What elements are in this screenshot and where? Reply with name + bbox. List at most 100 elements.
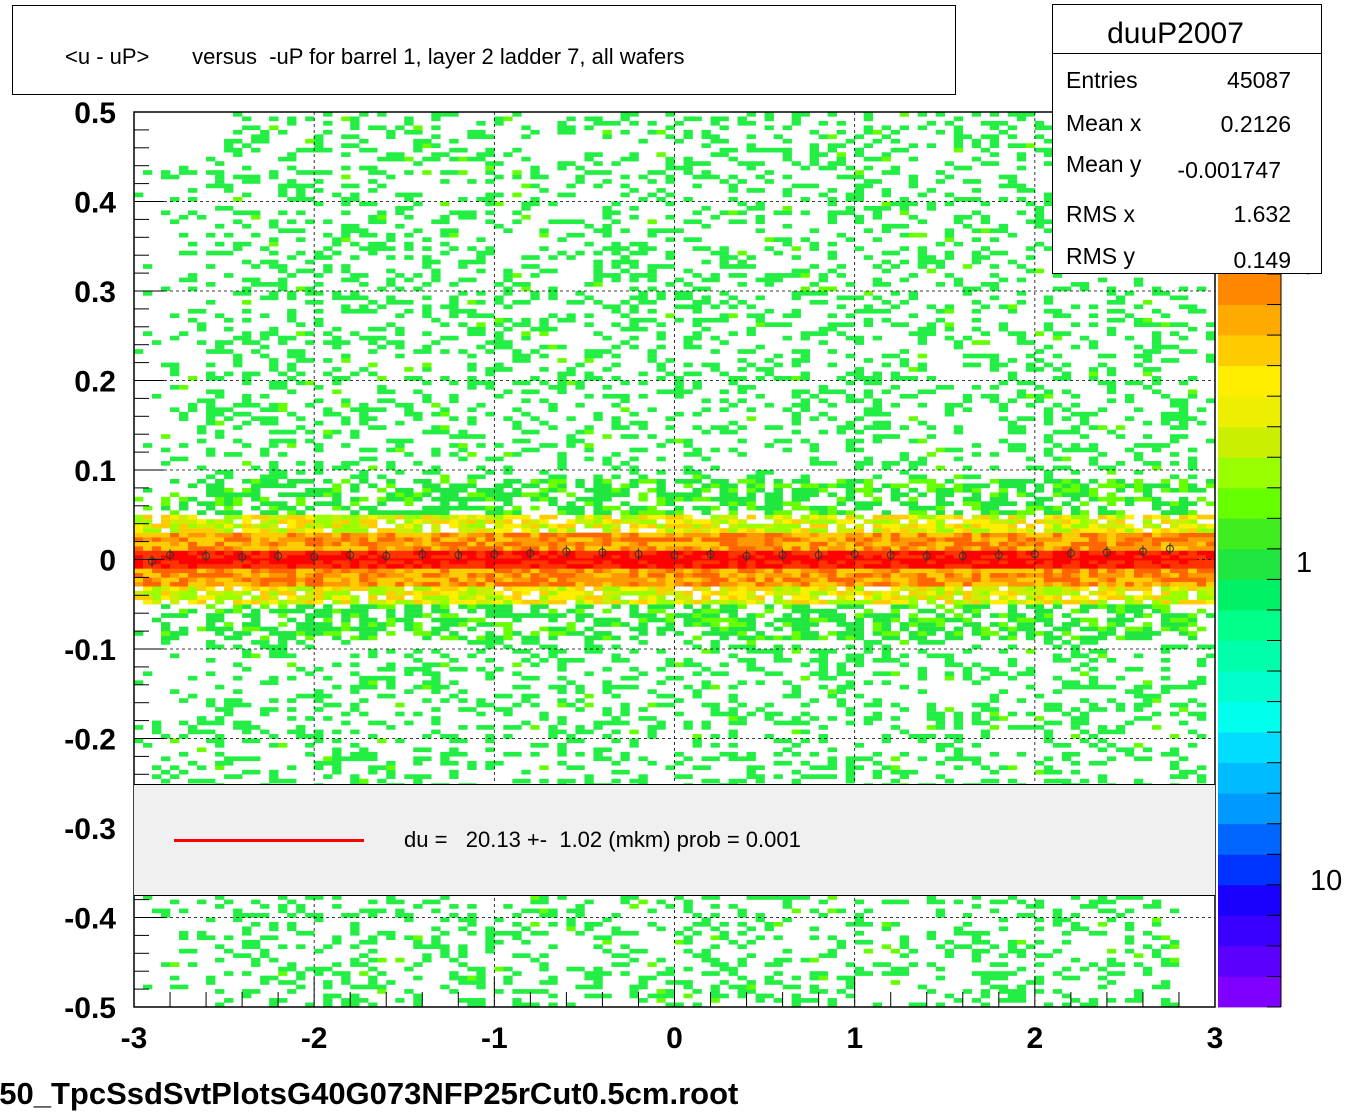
heatmap-cell	[260, 572, 270, 578]
heatmap-cell	[161, 635, 171, 641]
heatmap-cell	[620, 407, 630, 413]
heatmap-cell	[566, 550, 576, 556]
heatmap-cell	[467, 210, 477, 216]
heatmap-cell	[692, 608, 702, 614]
heatmap-cell	[611, 425, 621, 430]
heatmap-cell	[575, 478, 585, 484]
heatmap-cell	[332, 492, 342, 498]
heatmap-cell	[575, 510, 585, 515]
heatmap-cell	[215, 684, 225, 690]
heatmap-cell	[530, 532, 540, 538]
heatmap-cell	[179, 751, 189, 757]
heatmap-cell	[638, 550, 648, 556]
heatmap-cell	[170, 962, 180, 967]
heatmap-cell	[719, 635, 729, 641]
heatmap-cell	[575, 380, 585, 386]
heatmap-cell	[206, 738, 216, 744]
heatmap-cell	[386, 765, 396, 771]
heatmap-cell	[593, 228, 603, 234]
heatmap-cell	[350, 563, 360, 569]
heatmap-cell	[566, 125, 576, 131]
heatmap-cell	[350, 487, 360, 493]
heatmap-cell	[170, 478, 180, 484]
heatmap-cell	[557, 344, 567, 350]
heatmap-cell	[359, 962, 369, 967]
heatmap-cell	[278, 904, 288, 909]
heatmap-cell	[602, 492, 612, 498]
heatmap-cell	[548, 725, 558, 730]
heatmap-cell	[404, 411, 414, 417]
heatmap-cell	[620, 707, 630, 712]
heatmap-cell	[494, 532, 504, 538]
heatmap-cell	[359, 747, 369, 753]
heatmap-cell	[683, 268, 693, 274]
heatmap-cell	[332, 537, 342, 542]
heatmap-cell	[224, 622, 234, 627]
heatmap-cell	[584, 447, 594, 453]
heatmap-cell	[215, 492, 225, 498]
heatmap-cell	[602, 595, 612, 600]
heatmap-cell	[710, 541, 720, 547]
heatmap-cell	[395, 702, 405, 708]
heatmap-cell	[224, 546, 234, 551]
heatmap-cell	[233, 219, 243, 225]
heatmap-cell	[431, 470, 441, 475]
heatmap-cell	[692, 622, 702, 627]
heatmap-cell	[584, 640, 594, 645]
heatmap-cell	[773, 653, 783, 659]
heatmap-cell	[611, 259, 621, 265]
heatmap-cell	[242, 572, 252, 578]
heatmap-cell	[287, 179, 297, 184]
heatmap-cell	[431, 944, 441, 950]
heatmap-cell	[395, 590, 405, 596]
heatmap-cell	[665, 904, 675, 909]
heatmap-cell	[350, 120, 360, 126]
heatmap-cell	[539, 962, 549, 967]
heatmap-cell	[422, 429, 432, 435]
heatmap-cell	[179, 935, 189, 941]
heatmap-cell	[773, 322, 783, 327]
heatmap-cell	[485, 134, 495, 140]
heatmap-cell	[152, 532, 162, 538]
heatmap-cell	[710, 514, 720, 520]
heatmap-cell	[233, 698, 243, 703]
heatmap-cell	[629, 152, 639, 157]
heatmap-cell	[368, 908, 378, 914]
heatmap-cell	[242, 478, 252, 484]
heatmap-cell	[710, 617, 720, 623]
heatmap-cell	[728, 505, 738, 511]
heatmap-cell	[359, 617, 369, 623]
heatmap-cell	[314, 250, 324, 256]
heatmap-cell	[395, 537, 405, 542]
heatmap-cell	[710, 563, 720, 569]
heatmap-cell	[494, 519, 504, 524]
heatmap-cell	[647, 559, 657, 565]
heatmap-cell	[584, 371, 594, 377]
heatmap-cell	[269, 282, 279, 287]
heatmap-cell	[701, 161, 711, 166]
heatmap-cell	[242, 550, 252, 556]
heatmap-cell	[557, 237, 567, 242]
heatmap-cell	[728, 742, 738, 748]
heatmap-cell	[143, 443, 153, 448]
heatmap-cell	[557, 165, 567, 171]
heatmap-cell	[701, 546, 711, 551]
heatmap-cell	[539, 550, 549, 556]
heatmap-cell	[368, 966, 378, 972]
heatmap-cell	[692, 738, 702, 744]
heatmap-cell	[755, 935, 765, 941]
heatmap-cell	[440, 559, 450, 565]
heatmap-cell	[566, 116, 576, 122]
heatmap-cell	[575, 908, 585, 914]
heatmap-cell	[251, 496, 261, 502]
heatmap-cell	[494, 192, 504, 198]
heatmap-cell	[548, 291, 558, 296]
heatmap-cell	[602, 550, 612, 556]
heatmap-cell	[377, 219, 387, 225]
heatmap-cell	[188, 568, 198, 574]
heatmap-cell	[269, 568, 279, 574]
heatmap-cell	[485, 487, 495, 493]
heatmap-cell	[449, 393, 459, 399]
heatmap-cell	[422, 953, 432, 958]
heatmap-cell	[170, 335, 180, 341]
